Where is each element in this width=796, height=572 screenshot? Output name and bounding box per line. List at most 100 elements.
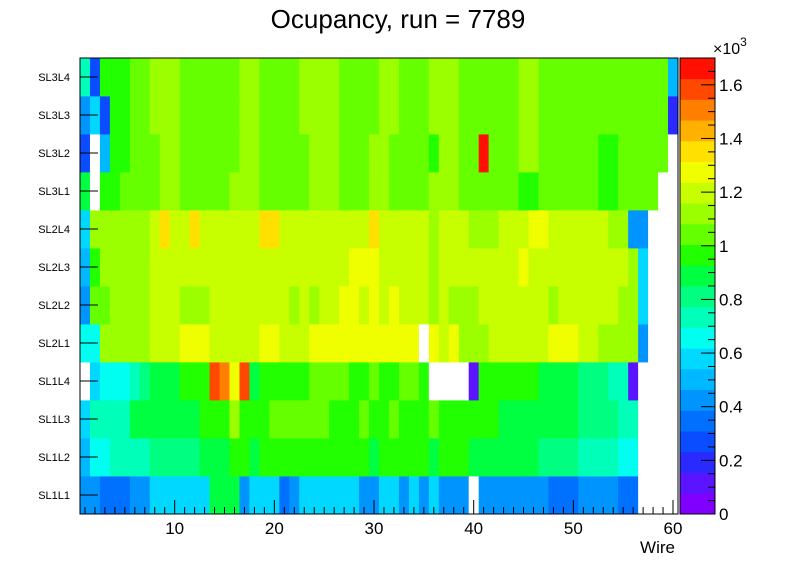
y-category-label: SL3L4 <box>38 72 70 84</box>
heatmap-cell-sl2l1-wire-26 <box>329 324 340 363</box>
heatmap-cell-sl2l3-wire-7 <box>139 248 151 287</box>
heatmap-cell-sl3l3-wire-42 <box>488 96 499 135</box>
heatmap-cell-sl1l1-wire-48 <box>548 476 559 515</box>
heatmap-cell-sl3l4-wire-13 <box>199 58 210 97</box>
heatmap-cell-sl2l2-wire-32 <box>388 286 400 325</box>
heatmap-cell-sl3l3-wire-36 <box>428 96 440 135</box>
heatmap-cell-sl3l2-wire-36 <box>428 134 440 173</box>
heatmap-cell-sl3l2-wire-8 <box>149 134 161 173</box>
heatmap-cell-sl2l3-wire-44 <box>508 248 519 287</box>
y-category-label: SL1L3 <box>38 414 70 426</box>
heatmap-cell-sl1l3-wire-7 <box>139 400 151 439</box>
heatmap-cell-sl1l3-wire-53 <box>598 400 609 439</box>
heatmap-cell-sl1l4-wire-49 <box>558 362 569 401</box>
heatmap-cell-sl3l3-wire-23 <box>299 96 310 135</box>
heatmap-cell-sl3l2-wire-33 <box>398 134 410 173</box>
heatmap-cell-sl2l3-wire-20 <box>269 248 280 287</box>
heatmap-cell-sl3l1-wire-37 <box>438 172 450 211</box>
heatmap-cell-sl3l4-wire-49 <box>558 58 569 97</box>
heatmap-cell-sl2l3-wire-59 <box>658 248 669 287</box>
heatmap-cell-sl1l4-wire-17 <box>239 362 250 401</box>
heatmap-cell-sl1l4-wire-31 <box>379 362 390 401</box>
heatmap-cell-sl2l1-wire-4 <box>109 324 121 363</box>
heatmap-cell-sl1l3-wire-6 <box>129 400 141 439</box>
heatmap-cell-sl2l3-wire-19 <box>259 248 270 287</box>
heatmap-cell-sl2l2-wire-50 <box>568 286 579 325</box>
heatmap-cell-sl2l2-wire-3 <box>99 286 111 325</box>
heatmap-cell-sl3l4-wire-28 <box>349 58 360 97</box>
heatmap-cell-sl1l4-wire-38 <box>448 362 460 401</box>
heatmap-cell-sl3l3-wire-35 <box>418 96 430 135</box>
heatmap-cell-sl1l2-wire-36 <box>428 438 440 477</box>
heatmap-cell-sl2l3-wire-54 <box>608 248 619 287</box>
heatmap-cell-sl1l1-wire-51 <box>578 476 589 515</box>
heatmap-cell-sl1l4-wire-23 <box>299 362 310 401</box>
heatmap-cell-sl2l2-wire-43 <box>498 286 509 325</box>
heatmap-cell-sl2l2-wire-37 <box>438 286 450 325</box>
heatmap-cell-sl2l2-wire-59 <box>658 286 669 325</box>
heatmap-cell-sl3l2-wire-26 <box>329 134 340 173</box>
heatmap-cell-sl3l3-wire-33 <box>398 96 410 135</box>
heatmap-cell-sl2l4-wire-16 <box>229 210 240 249</box>
heatmap-cell-sl3l3-wire-10 <box>169 96 181 135</box>
heatmap-cell-sl2l1-wire-51 <box>578 324 589 363</box>
heatmap-cell-sl2l4-wire-20 <box>269 210 280 249</box>
heatmap-cell-sl2l2-wire-17 <box>239 286 250 325</box>
heatmap-cell-sl3l2-wire-50 <box>568 134 579 173</box>
heatmap-cell-sl1l1-wire-47 <box>538 476 549 515</box>
x-axis: 10 20 30 40 50 60 <box>84 500 682 538</box>
heatmap-cell-sl2l2-wire-15 <box>219 286 230 325</box>
heatmap-cell-sl3l2-wire-19 <box>259 134 270 173</box>
heatmap-cell-sl2l1-wire-28 <box>349 324 360 363</box>
heatmap-cell-sl3l1-wire-40 <box>468 172 480 211</box>
heatmap-cell-sl1l3-wire-43 <box>498 400 509 439</box>
heatmap-cell-sl3l4-wire-50 <box>568 58 579 97</box>
colorbar-segment <box>680 472 715 494</box>
heatmap-cell-sl2l1-wire-14 <box>209 324 220 363</box>
heatmap-cell-sl1l4-wire-14 <box>209 362 220 401</box>
heatmap-cell-sl1l2-wire-44 <box>508 438 519 477</box>
heatmap-cell-sl1l3-wire-23 <box>299 400 310 439</box>
heatmap-cell-sl3l1-wire-42 <box>488 172 499 211</box>
y-category-label: SL1L2 <box>38 452 70 464</box>
heatmap-cell-sl1l3-wire-13 <box>199 400 210 439</box>
heatmap-cell-sl2l2-wire-19 <box>259 286 270 325</box>
heatmap-cell-sl1l4-wire-24 <box>309 362 320 401</box>
heatmap-cell-sl1l4-wire-36 <box>428 362 440 401</box>
heatmap-cell-sl3l3-wire-49 <box>558 96 569 135</box>
heatmap-cell-sl1l1-wire-11 <box>179 476 191 515</box>
heatmap-cell-sl1l2-wire-28 <box>349 438 360 477</box>
heatmap-cell-sl1l2-wire-35 <box>418 438 430 477</box>
colorbar-segment <box>680 451 715 473</box>
heatmap-cell-sl2l4-wire-4 <box>109 210 121 249</box>
heatmap-cell-sl3l2-wire-7 <box>139 134 151 173</box>
heatmap-cell-sl2l2-wire-29 <box>359 286 370 325</box>
heatmap-cell-sl1l1-wire-34 <box>408 476 420 515</box>
heatmap-cell-sl1l4-wire-16 <box>229 362 240 401</box>
colorbar-segment <box>680 389 715 411</box>
heatmap-cell-sl3l2-wire-46 <box>528 134 539 173</box>
heatmap-cell-sl2l1-wire-46 <box>528 324 539 363</box>
heatmap-cell-sl2l4-wire-5 <box>119 210 131 249</box>
heatmap-cell-sl1l2-wire-52 <box>588 438 599 477</box>
heatmap-cell-sl2l1-wire-5 <box>119 324 131 363</box>
heatmap-cell-sl2l3-wire-28 <box>349 248 360 287</box>
y-category-label: SL1L1 <box>38 490 70 502</box>
colorbar-tick-label: 0.2 <box>719 451 743 470</box>
heatmap-cell-sl2l2-wire-51 <box>578 286 589 325</box>
heatmap-cell-sl1l4-wire-3 <box>99 362 111 401</box>
heatmap-cell-sl1l4-wire-51 <box>578 362 589 401</box>
heatmap-cell-sl3l4-wire-15 <box>219 58 230 97</box>
heatmap-cell-sl1l3-wire-3 <box>99 400 111 439</box>
heatmap-cell-sl1l4-wire-21 <box>279 362 290 401</box>
y-category-label: SL3L3 <box>38 110 70 122</box>
heatmap-cell-sl2l2-wire-41 <box>478 286 490 325</box>
heatmap-cell-sl1l2-wire-56 <box>628 438 639 477</box>
colorbar-segment <box>680 223 715 245</box>
heatmap-cell-sl2l3-wire-36 <box>428 248 440 287</box>
heatmap-cell-sl2l4-wire-33 <box>398 210 410 249</box>
heatmap-cell-sl1l3-wire-44 <box>508 400 519 439</box>
heatmap-cell-sl1l4-wire-25 <box>319 362 330 401</box>
x-axis-title: Wire <box>640 538 675 557</box>
heatmap-cell-sl2l4-wire-32 <box>388 210 400 249</box>
